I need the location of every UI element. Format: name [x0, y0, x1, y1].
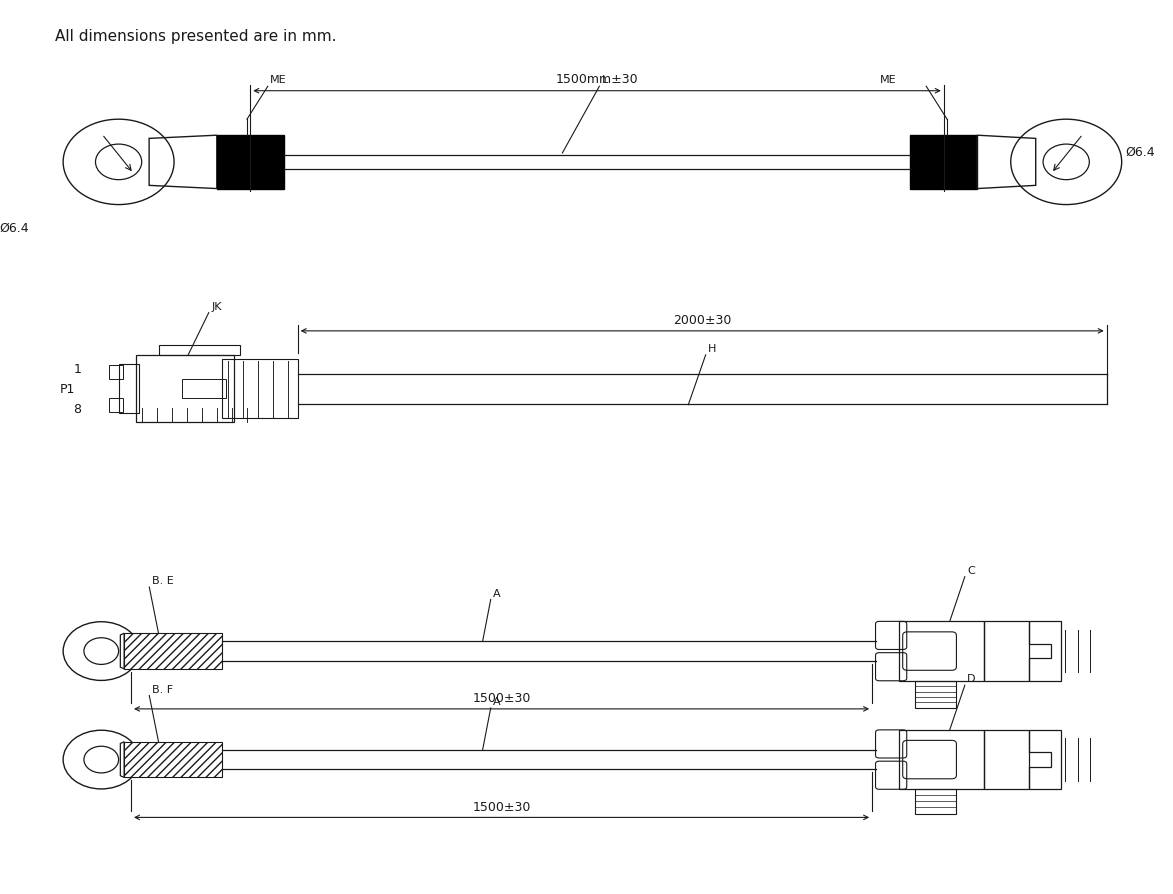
- Text: D: D: [967, 674, 976, 684]
- Text: Ø6.4: Ø6.4: [0, 222, 29, 234]
- Bar: [118, 365, 140, 414]
- Text: C: C: [967, 565, 975, 576]
- Text: ME: ME: [880, 75, 896, 86]
- Bar: [124, 634, 223, 669]
- Text: A: A: [493, 696, 501, 706]
- Bar: [109, 366, 123, 380]
- Text: 1: 1: [74, 363, 82, 376]
- Bar: [984, 730, 1029, 789]
- Text: ME: ME: [270, 75, 286, 86]
- Bar: [915, 789, 956, 814]
- Text: L: L: [602, 75, 608, 86]
- Bar: [109, 399, 123, 413]
- Text: 1500±30: 1500±30: [473, 692, 530, 704]
- Text: B. F: B. F: [151, 684, 172, 694]
- Text: 1500mm±30: 1500mm±30: [556, 73, 638, 87]
- Bar: [223, 359, 298, 419]
- Text: H: H: [708, 343, 717, 354]
- Bar: [984, 621, 1029, 681]
- Bar: [915, 681, 956, 708]
- Text: A: A: [493, 588, 501, 598]
- Bar: [217, 136, 284, 190]
- Bar: [136, 356, 235, 423]
- Bar: [124, 742, 223, 778]
- Text: 1500±30: 1500±30: [473, 800, 530, 813]
- Text: 8: 8: [74, 402, 82, 416]
- Text: JK: JK: [211, 301, 222, 311]
- Text: All dimensions presented are in mm.: All dimensions presented are in mm.: [55, 30, 337, 45]
- Text: Ø6.4: Ø6.4: [1125, 146, 1154, 158]
- Text: P1: P1: [60, 383, 75, 396]
- Bar: [900, 730, 984, 789]
- Text: 2000±30: 2000±30: [673, 313, 732, 326]
- Bar: [910, 136, 977, 190]
- Text: B. E: B. E: [151, 576, 174, 586]
- Bar: [900, 621, 984, 681]
- Bar: [182, 379, 226, 399]
